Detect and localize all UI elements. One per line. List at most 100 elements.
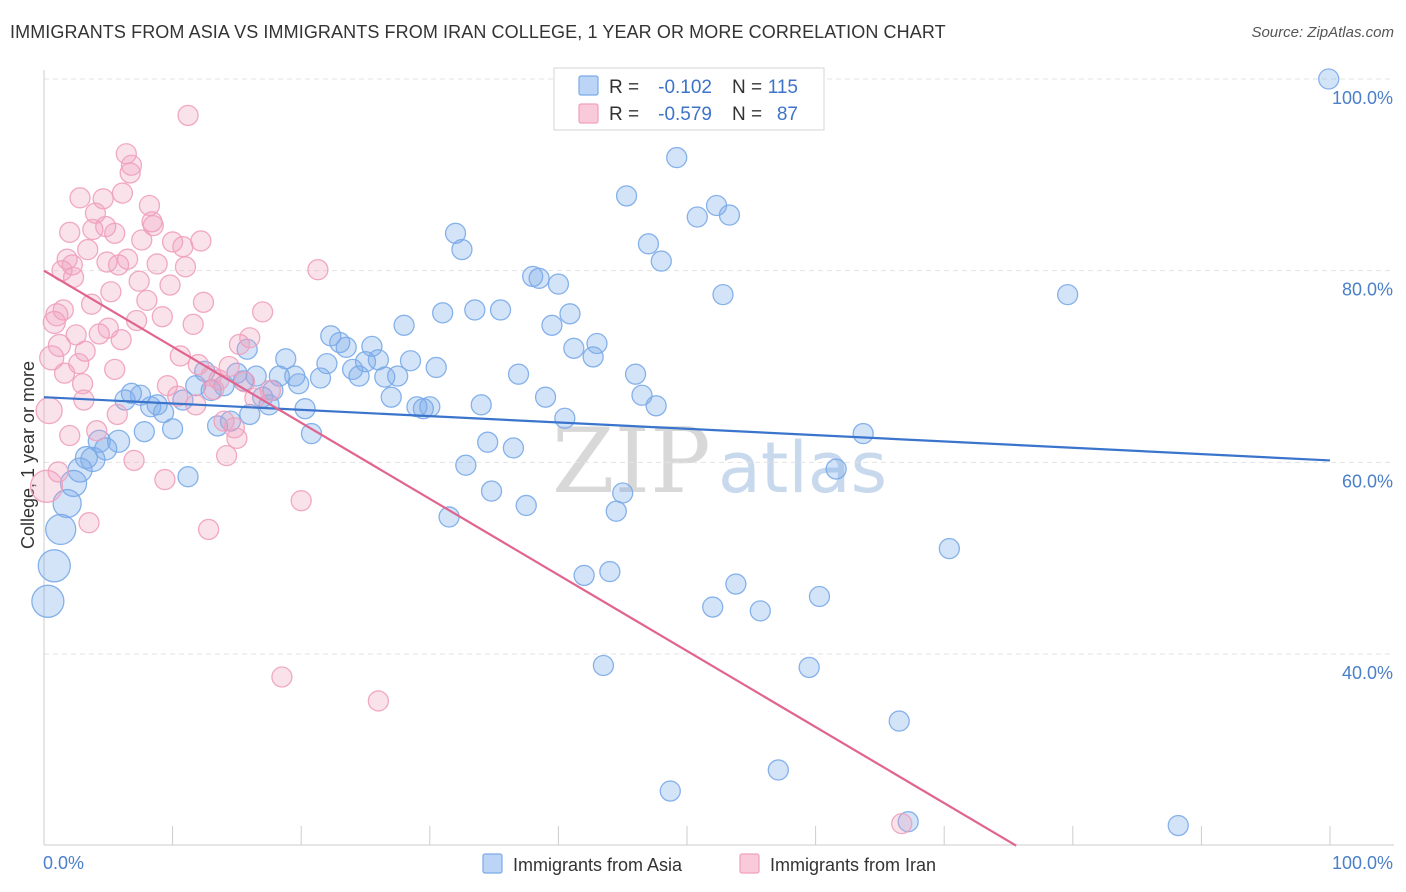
iran-point-72 xyxy=(190,230,212,252)
asia-point-49 xyxy=(361,335,383,358)
asia-point-1 xyxy=(37,549,71,583)
asia-point-17 xyxy=(133,421,155,443)
legend-asia-n-label: N = xyxy=(732,77,762,98)
iran-point-21 xyxy=(100,281,122,303)
asia-point-79 xyxy=(559,303,581,325)
asia-point-111 xyxy=(1057,283,1079,306)
asia-point-20 xyxy=(177,466,199,488)
asia-point-80 xyxy=(563,337,585,359)
asia-point-105 xyxy=(808,585,831,608)
iran-point-37 xyxy=(177,104,199,127)
y-tick-label-2: 60.0% xyxy=(1342,471,1393,491)
legend-iran-r-value: -0.579 xyxy=(658,104,712,125)
bottom-legend-label-asia: Immigrants from Asia xyxy=(513,855,683,875)
legend-asia-n-value: 115 xyxy=(768,77,798,98)
x-tick-label-right: 100.0% xyxy=(1332,853,1393,873)
legend-iran-r-label: R = xyxy=(609,104,639,125)
asia-point-100 xyxy=(718,204,741,226)
iran-point-65 xyxy=(174,256,197,278)
iran-point-42 xyxy=(203,378,225,401)
iran-point-61 xyxy=(116,248,139,270)
bottom-legend-swatch-iran xyxy=(739,853,760,874)
asia-point-101 xyxy=(725,573,747,595)
iran-point-80 xyxy=(215,444,238,467)
asia-point-9 xyxy=(106,429,131,453)
asia-point-92 xyxy=(645,395,667,417)
asia-point-30 xyxy=(239,403,261,426)
asia-point-60 xyxy=(432,302,454,324)
iran-point-5 xyxy=(47,333,72,358)
asia-point-96 xyxy=(686,206,708,228)
iran-point-24 xyxy=(111,182,134,204)
iran-point-11 xyxy=(65,324,87,346)
iran-point-26 xyxy=(120,154,143,176)
iran-point-14 xyxy=(74,340,96,362)
iran-point-68 xyxy=(104,358,126,381)
asia-point-107 xyxy=(852,422,874,445)
series-iran-points xyxy=(29,104,913,835)
y-tick-labels: 100.0% 80.0% 60.0% 40.0% xyxy=(1332,88,1393,683)
iran-point-1 xyxy=(35,396,63,425)
legend-swatch-asia xyxy=(578,75,599,96)
iran-point-16 xyxy=(82,218,104,241)
asia-point-110 xyxy=(938,537,960,560)
asia-point-65 xyxy=(464,299,486,321)
asia-point-99 xyxy=(712,283,734,306)
iran-point-53 xyxy=(271,666,293,688)
asia-point-2 xyxy=(45,513,77,546)
asia-point-38 xyxy=(287,373,310,395)
iran-point-34 xyxy=(161,231,184,253)
asia-point-87 xyxy=(612,482,634,504)
iran-point-47 xyxy=(228,333,251,356)
asia-point-59 xyxy=(425,356,447,379)
iran-point-19 xyxy=(92,188,114,210)
iran-point-63 xyxy=(142,214,164,237)
asia-point-31 xyxy=(245,365,267,387)
iran-point-52 xyxy=(259,379,281,402)
legend-asia-r-value: -0.102 xyxy=(658,77,712,98)
iran-point-2 xyxy=(39,345,65,371)
asia-point-53 xyxy=(386,365,409,387)
asia-point-8 xyxy=(94,437,118,461)
asia-point-104 xyxy=(798,656,820,679)
iran-point-31 xyxy=(146,253,168,275)
asia-point-68 xyxy=(480,480,503,502)
trend-lines xyxy=(43,269,1331,847)
iran-point-32 xyxy=(151,306,173,328)
iran-point-9 xyxy=(59,221,81,243)
asia-point-94 xyxy=(659,780,681,802)
y-tick-label-0: 100.0% xyxy=(1332,88,1393,108)
iran-point-56 xyxy=(367,690,390,712)
asia-point-62 xyxy=(444,222,467,244)
asia-point-86 xyxy=(605,500,627,522)
asia-point-83 xyxy=(586,332,608,355)
asia-point-81 xyxy=(573,564,595,587)
asia-point-106 xyxy=(825,458,847,480)
asia-point-113 xyxy=(1318,68,1340,90)
iran-point-77 xyxy=(52,299,74,321)
asia-point-78 xyxy=(554,407,576,429)
asia-point-97 xyxy=(702,596,724,618)
asia-point-66 xyxy=(470,394,492,416)
legend-iran-n-value: 87 xyxy=(777,104,798,125)
asia-point-89 xyxy=(624,363,647,385)
asia-point-69 xyxy=(489,299,512,321)
iran-point-64 xyxy=(159,274,181,296)
iran-point-69 xyxy=(86,420,108,442)
asia-point-58 xyxy=(419,396,441,418)
asia-point-36 xyxy=(275,348,297,370)
asia-point-75 xyxy=(534,386,557,408)
asia-point-84 xyxy=(592,654,615,677)
iran-point-0 xyxy=(29,469,64,503)
bottom-legend-swatch-asia xyxy=(482,853,503,874)
iran-point-73 xyxy=(226,427,248,450)
asia-point-93 xyxy=(650,250,672,272)
asia-point-102 xyxy=(749,600,771,622)
iran-point-83 xyxy=(119,162,141,184)
iran-point-86 xyxy=(68,352,90,375)
iran-point-82 xyxy=(77,238,99,261)
iran-point-38 xyxy=(182,313,204,335)
asia-point-10 xyxy=(74,445,99,470)
iran-point-79 xyxy=(106,403,128,426)
